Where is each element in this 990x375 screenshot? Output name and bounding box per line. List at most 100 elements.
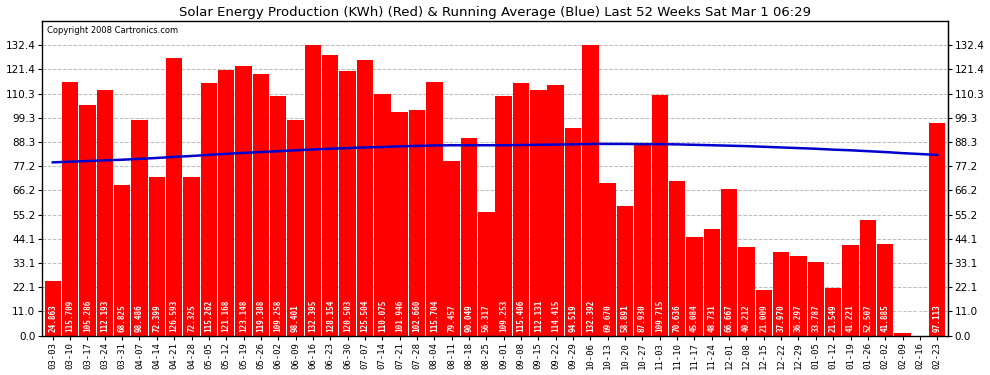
Bar [617, 207, 634, 336]
Text: 69.670: 69.670 [603, 304, 612, 332]
Text: 40.212: 40.212 [742, 304, 751, 332]
Text: 48.731: 48.731 [707, 304, 717, 332]
Bar [132, 120, 148, 336]
Text: 105.286: 105.286 [83, 300, 92, 332]
Bar [356, 60, 373, 336]
Bar [894, 333, 911, 336]
Bar [45, 281, 61, 336]
Text: 52.507: 52.507 [863, 304, 872, 332]
Bar [495, 96, 512, 336]
Text: 121.168: 121.168 [222, 300, 231, 332]
Text: 128.154: 128.154 [326, 300, 335, 332]
Text: 98.401: 98.401 [291, 304, 300, 332]
Text: 24.863: 24.863 [49, 304, 57, 332]
Bar [530, 90, 546, 336]
Bar [859, 220, 876, 336]
Text: 115.406: 115.406 [517, 300, 526, 332]
Text: 21.549: 21.549 [829, 304, 838, 332]
Bar [79, 105, 96, 336]
Text: 109.258: 109.258 [273, 300, 283, 332]
Bar [218, 70, 235, 336]
Text: 114.415: 114.415 [551, 300, 560, 332]
Text: 87.930: 87.930 [638, 304, 646, 332]
Text: 58.891: 58.891 [621, 304, 630, 332]
Bar [739, 248, 754, 336]
Text: Copyright 2008 Cartronics.com: Copyright 2008 Cartronics.com [47, 26, 178, 35]
Bar [565, 128, 581, 336]
Text: 72.399: 72.399 [152, 304, 161, 332]
Text: 36.297: 36.297 [794, 304, 803, 332]
Bar [391, 112, 408, 336]
Bar [929, 123, 945, 336]
Text: 21.009: 21.009 [759, 304, 768, 332]
Text: 0.000: 0.000 [916, 309, 925, 332]
Bar [287, 120, 304, 336]
Bar [651, 95, 668, 336]
Text: 97.113: 97.113 [933, 304, 941, 332]
Text: 33.787: 33.787 [812, 304, 821, 332]
Text: 41.885: 41.885 [881, 304, 890, 332]
Bar [825, 288, 842, 336]
Text: 101.946: 101.946 [395, 300, 404, 332]
Bar [114, 184, 131, 336]
Text: 70.636: 70.636 [672, 304, 681, 332]
Text: 41.221: 41.221 [846, 304, 855, 332]
Bar [721, 189, 738, 336]
Bar [426, 82, 443, 336]
Text: 110.075: 110.075 [378, 300, 387, 332]
Bar [755, 290, 772, 336]
Text: 98.486: 98.486 [135, 304, 144, 332]
Bar [669, 181, 685, 336]
Text: 109.715: 109.715 [655, 300, 664, 332]
Bar [444, 161, 460, 336]
Bar [183, 177, 200, 336]
Bar [201, 83, 217, 336]
Bar [62, 82, 78, 336]
Bar [773, 252, 789, 336]
Bar [600, 183, 616, 336]
Text: 125.504: 125.504 [360, 300, 369, 332]
Bar [460, 138, 477, 336]
Text: 37.970: 37.970 [776, 304, 786, 332]
Bar [704, 229, 720, 336]
Text: 119.388: 119.388 [256, 300, 265, 332]
Text: 120.503: 120.503 [344, 300, 352, 332]
Bar [236, 66, 251, 336]
Text: 90.049: 90.049 [464, 304, 473, 332]
Bar [635, 143, 650, 336]
Bar [808, 261, 824, 336]
Text: 56.317: 56.317 [482, 304, 491, 332]
Bar [148, 177, 165, 336]
Text: 1.413: 1.413 [898, 309, 907, 332]
Bar [478, 212, 495, 336]
Bar [409, 111, 425, 336]
Text: 115.704: 115.704 [430, 300, 439, 332]
Bar [842, 245, 858, 336]
Text: 66.667: 66.667 [725, 304, 734, 332]
Text: 72.325: 72.325 [187, 304, 196, 332]
Bar [97, 90, 113, 336]
Bar [322, 54, 339, 336]
Text: 132.395: 132.395 [309, 300, 318, 332]
Text: 79.457: 79.457 [447, 304, 456, 332]
Text: 45.084: 45.084 [690, 304, 699, 332]
Bar [340, 71, 355, 336]
Text: 126.593: 126.593 [169, 300, 178, 332]
Text: 123.148: 123.148 [239, 300, 248, 332]
Bar [374, 94, 390, 336]
Bar [270, 96, 286, 336]
Text: 112.131: 112.131 [534, 300, 543, 332]
Bar [877, 244, 893, 336]
Text: 102.660: 102.660 [413, 300, 422, 332]
Text: 94.519: 94.519 [568, 304, 577, 332]
Text: 115.262: 115.262 [204, 300, 214, 332]
Bar [252, 74, 269, 336]
Bar [305, 45, 321, 336]
Bar [166, 58, 182, 336]
Text: 132.392: 132.392 [586, 300, 595, 332]
Bar [790, 256, 807, 336]
Title: Solar Energy Production (KWh) (Red) & Running Average (Blue) Last 52 Weeks Sat M: Solar Energy Production (KWh) (Red) & Ru… [179, 6, 811, 18]
Text: 109.253: 109.253 [499, 300, 508, 332]
Bar [582, 45, 599, 336]
Bar [547, 85, 564, 336]
